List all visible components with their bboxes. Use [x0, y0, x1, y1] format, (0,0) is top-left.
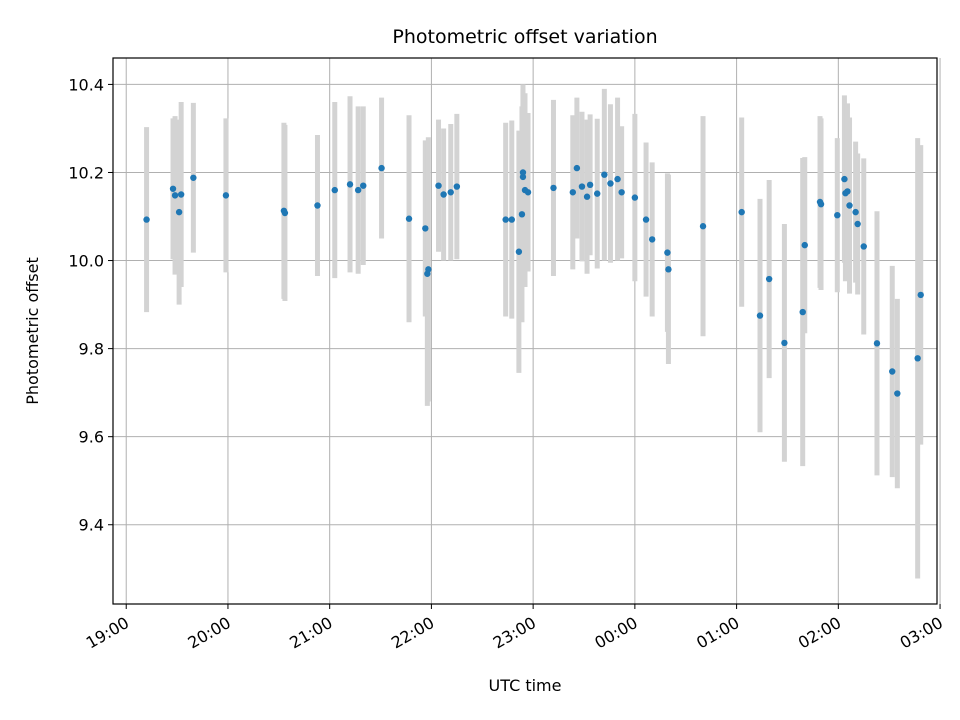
data-point	[143, 216, 150, 223]
data-point	[642, 216, 650, 223]
data-point	[425, 266, 432, 273]
data-point	[738, 208, 745, 216]
data-point	[573, 164, 581, 172]
data-point	[601, 171, 608, 178]
data-point	[314, 202, 321, 209]
y-tick-label: 10.0	[68, 252, 104, 271]
data-point	[502, 216, 509, 223]
data-point	[665, 266, 672, 273]
data-point	[175, 208, 183, 216]
data-point	[841, 175, 848, 183]
data-point	[524, 189, 532, 196]
data-point	[781, 339, 788, 347]
data-point	[550, 184, 557, 192]
data-point	[331, 186, 338, 194]
data-point	[631, 194, 639, 201]
data-point	[801, 241, 808, 249]
data-point	[422, 225, 429, 232]
data-point	[569, 189, 577, 196]
data-point	[447, 189, 454, 196]
data-point	[844, 188, 851, 195]
data-point	[614, 175, 621, 183]
data-point	[354, 186, 362, 194]
data-point	[222, 192, 230, 199]
y-tick-label: 10.4	[68, 75, 104, 94]
chart-title: Photometric offset variation	[392, 26, 657, 48]
data-point	[519, 169, 527, 176]
data-point	[440, 191, 447, 198]
data-point	[378, 164, 385, 172]
data-point	[860, 243, 867, 250]
data-point	[699, 223, 707, 230]
data-point	[846, 202, 853, 209]
data-point	[873, 340, 881, 347]
data-point	[852, 208, 859, 216]
y-axis: 9.4 9.6 9.8 10.0 10.2 10.4	[68, 75, 113, 535]
data-point	[854, 220, 861, 228]
data-point	[508, 216, 515, 223]
data-point	[664, 249, 671, 256]
data-point	[177, 191, 185, 198]
data-point	[405, 215, 413, 222]
data-point	[594, 190, 601, 197]
data-points	[143, 164, 924, 397]
data-point	[281, 209, 289, 217]
data-point	[607, 180, 614, 187]
data-point	[171, 192, 179, 199]
data-point	[914, 355, 921, 362]
data-point	[917, 291, 924, 299]
data-point	[578, 183, 586, 190]
y-tick-label: 10.2	[68, 163, 104, 182]
data-point	[169, 185, 177, 192]
data-point	[799, 308, 806, 316]
y-tick-label: 9.8	[79, 340, 104, 359]
data-point	[583, 193, 591, 200]
data-point	[648, 236, 656, 243]
data-point	[889, 368, 896, 375]
data-point	[586, 181, 594, 189]
data-point	[765, 275, 773, 283]
data-point	[519, 173, 527, 181]
data-point	[346, 181, 354, 188]
x-axis-label: UTC time	[489, 676, 562, 695]
data-point	[190, 174, 197, 181]
data-point	[618, 189, 625, 196]
data-point	[435, 182, 442, 189]
data-point	[834, 211, 841, 219]
data-point	[453, 183, 461, 190]
data-point	[817, 200, 825, 208]
plot-frame	[112, 57, 938, 605]
y-axis-label: Photometric offset	[23, 257, 42, 405]
data-point	[515, 248, 523, 255]
data-point	[894, 390, 901, 397]
data-point	[756, 312, 764, 319]
data-point	[518, 211, 526, 218]
y-tick-label: 9.6	[79, 428, 104, 447]
y-tick-label: 9.4	[79, 516, 104, 535]
data-point	[360, 182, 367, 189]
